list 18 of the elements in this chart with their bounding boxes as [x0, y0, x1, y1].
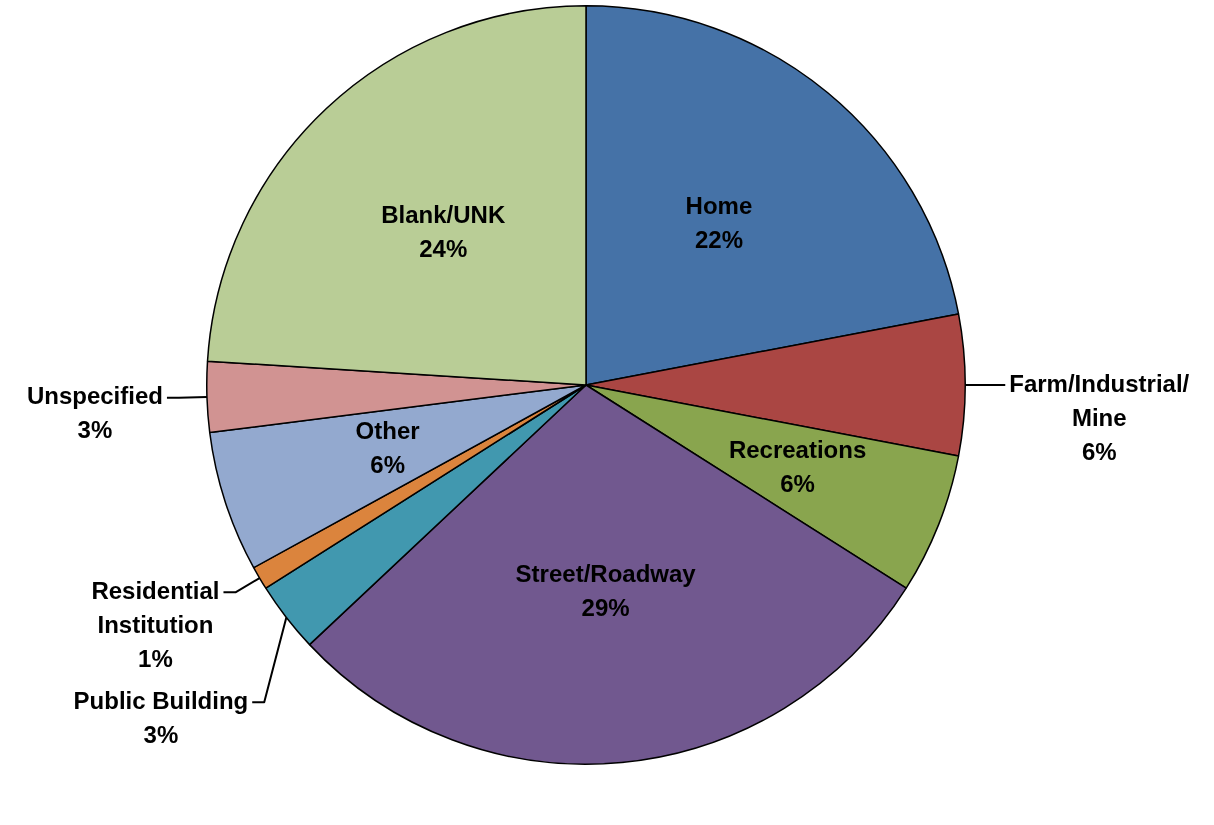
slice-label: Street/Roadway — [515, 560, 697, 588]
data-label: 29% — [581, 594, 630, 622]
slice-label: Recreations — [728, 436, 867, 464]
slice-label: Blank/UNK — [381, 200, 506, 228]
slice-label: Farm/Industrial/Mine — [1009, 369, 1190, 431]
slice-label: Other — [355, 417, 420, 445]
data-label: 24% — [419, 234, 468, 262]
slice-label: Residential Institution — [91, 576, 220, 638]
data-label: 22% — [694, 225, 743, 253]
slice-label: Public Building — [73, 686, 249, 714]
slice-label: Unspecified — [26, 382, 163, 410]
data-label: 3% — [77, 416, 113, 444]
data-label: 1% — [138, 644, 173, 672]
data-label: 6% — [370, 451, 405, 479]
data-label: 6% — [1081, 437, 1117, 465]
slice-label: Home — [685, 191, 753, 219]
data-label: 3% — [143, 720, 179, 748]
data-label: 6% — [780, 470, 815, 498]
